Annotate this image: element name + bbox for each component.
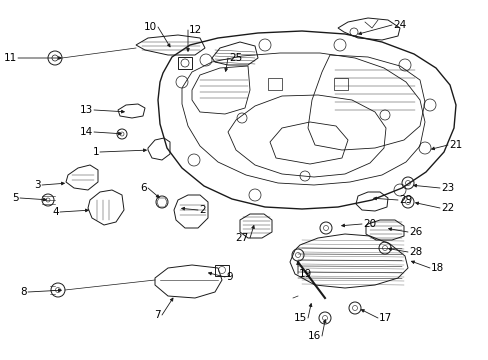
- Bar: [267, 78, 282, 90]
- Text: 22: 22: [440, 203, 453, 213]
- Text: 2: 2: [199, 205, 205, 215]
- Bar: [178, 57, 192, 69]
- Text: 27: 27: [235, 233, 248, 243]
- Text: 12: 12: [189, 25, 202, 35]
- Text: 3: 3: [34, 180, 41, 190]
- Text: 11: 11: [4, 53, 17, 63]
- Text: 6: 6: [140, 183, 147, 193]
- Text: 29: 29: [398, 195, 411, 205]
- Bar: [215, 265, 228, 276]
- Text: 8: 8: [20, 287, 27, 297]
- Text: 24: 24: [392, 20, 406, 30]
- Text: 16: 16: [307, 331, 320, 341]
- Text: 26: 26: [408, 227, 421, 237]
- Text: 7: 7: [154, 310, 161, 320]
- Text: 1: 1: [92, 147, 99, 157]
- Text: 21: 21: [448, 140, 461, 150]
- Text: 18: 18: [430, 263, 443, 273]
- Text: 23: 23: [440, 183, 453, 193]
- Text: 20: 20: [362, 219, 375, 229]
- Text: 14: 14: [80, 127, 93, 137]
- Text: 10: 10: [143, 22, 157, 32]
- Text: 28: 28: [408, 247, 421, 257]
- Bar: [333, 78, 347, 90]
- Text: 9: 9: [225, 272, 232, 282]
- Text: 13: 13: [80, 105, 93, 115]
- Text: 17: 17: [378, 313, 391, 323]
- Text: 25: 25: [228, 53, 242, 63]
- Text: 19: 19: [298, 269, 312, 279]
- Text: 5: 5: [12, 193, 19, 203]
- Text: 4: 4: [52, 207, 59, 217]
- Text: 15: 15: [293, 313, 306, 323]
